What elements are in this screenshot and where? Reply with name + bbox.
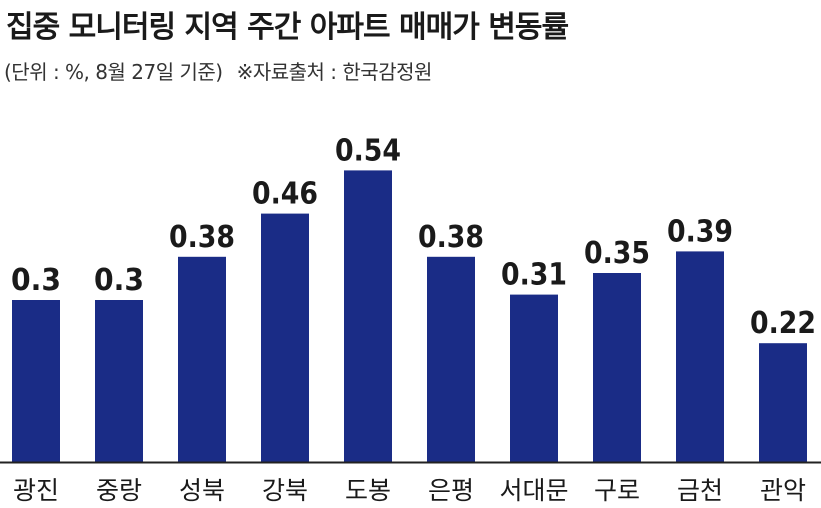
source-note: ※자료출처 : 한국감정원: [236, 60, 433, 84]
category-label: 금천: [677, 476, 723, 505]
bar-value-label: 0.35: [584, 236, 650, 271]
bar-value-label: 0.38: [418, 220, 484, 255]
bar-value-label: 0.3: [11, 263, 61, 298]
bars-group: 0.3 0.3 0.38 0.46 0.54 0.38 0.31 0.35 0.39 0.22: [11, 133, 816, 462]
bar-금천: [676, 251, 724, 462]
category-label: 강북: [262, 476, 308, 505]
bar-value-label: 0.38: [169, 220, 235, 255]
unit-note: (단위 : %, 8월 27일 기준): [4, 60, 223, 84]
category-label: 중랑: [96, 476, 142, 505]
category-label: 관악: [760, 476, 806, 505]
bar-은평: [427, 256, 475, 462]
category-label: 구로: [594, 476, 640, 505]
category-label: 광진: [13, 476, 59, 505]
bar-value-label: 0.54: [335, 133, 401, 168]
bar-성북: [178, 256, 226, 462]
bar-value-label: 0.22: [750, 306, 816, 341]
bar-도봉: [344, 170, 392, 462]
bar-구로: [593, 273, 641, 462]
bar-광진: [12, 300, 60, 462]
bar-서대문: [510, 294, 558, 462]
chart-title: 집중 모니터링 지역 주간 아파트 매매가 변동률: [6, 10, 569, 45]
category-label: 은평: [428, 476, 474, 505]
bar-중랑: [95, 300, 143, 462]
bar-강북: [261, 213, 309, 462]
bar-value-label: 0.31: [501, 258, 567, 293]
chart-subtitle: (단위 : %, 8월 27일 기준) ※자료출처 : 한국감정원: [4, 56, 432, 85]
category-label: 도봉: [345, 476, 391, 505]
bar-value-label: 0.39: [667, 214, 733, 249]
bar-관악: [759, 343, 807, 462]
category-labels-group: 광진 중랑 성북 강북 도봉 은평 서대문 구로 금천 관악: [13, 476, 806, 505]
bar-value-label: 0.3: [94, 263, 144, 298]
bar-value-label: 0.46: [252, 177, 318, 212]
category-label: 성북: [179, 476, 225, 505]
category-label: 서대문: [499, 476, 568, 505]
